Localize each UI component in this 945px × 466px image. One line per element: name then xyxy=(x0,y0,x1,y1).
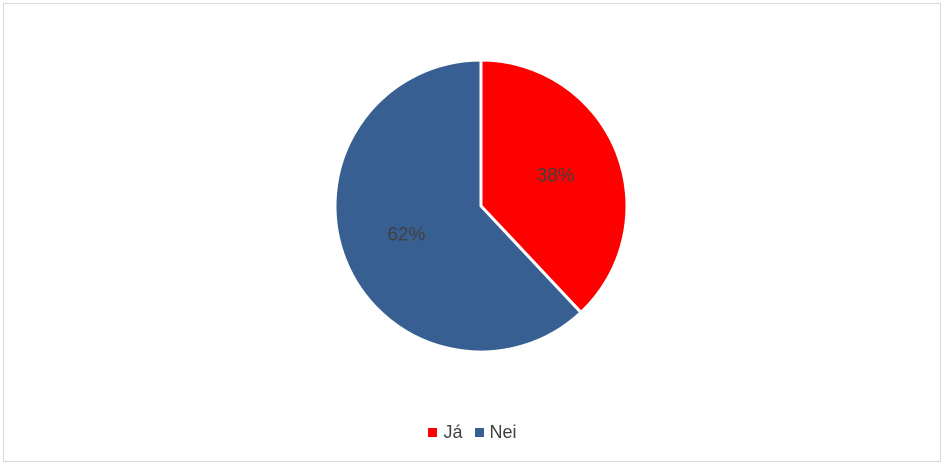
pie-slice-nei xyxy=(333,58,583,354)
data-label-nei: 62% xyxy=(387,225,425,246)
pie-slice-ja xyxy=(479,58,629,314)
data-label-ja: 38% xyxy=(537,165,575,186)
legend-swatch-ja xyxy=(428,428,438,437)
legend-label-ja: Já xyxy=(443,422,463,442)
legend-item-ja: Já xyxy=(428,422,463,443)
legend-item-nei: Nei xyxy=(474,422,517,443)
legend-swatch-nei xyxy=(474,428,484,437)
legend: Já Nei xyxy=(0,422,945,443)
legend-label-nei: Nei xyxy=(489,422,517,442)
